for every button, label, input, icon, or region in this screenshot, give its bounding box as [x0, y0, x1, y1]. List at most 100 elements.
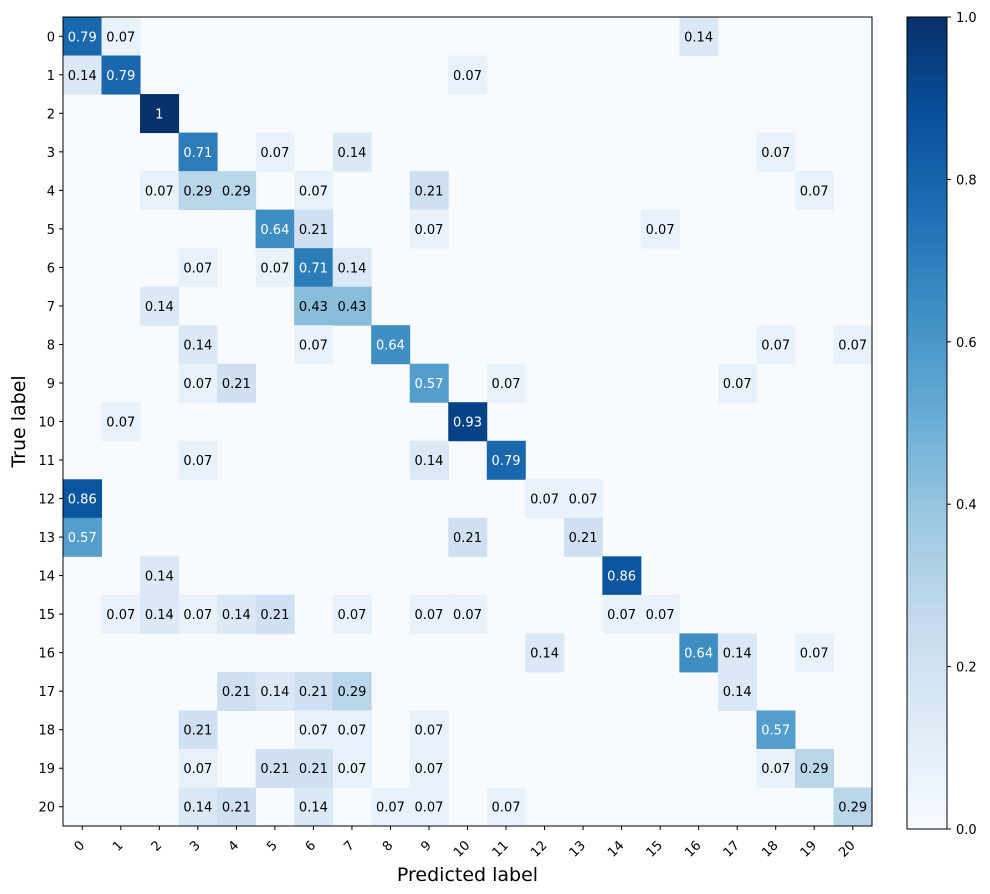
- cell-value-label: 0.07: [646, 608, 675, 623]
- cell-value-label: 0.21: [222, 801, 251, 816]
- cell-value-label: 0.07: [183, 377, 212, 392]
- cell-value-label: 0.57: [68, 531, 97, 546]
- heatmap-cell: [409, 440, 449, 480]
- heatmap-cell: [178, 594, 218, 634]
- heatmap-cell: [717, 671, 757, 711]
- y-tick-label: 9: [47, 377, 55, 392]
- x-tick-label: 11: [490, 838, 512, 860]
- heatmap-cell: [101, 55, 141, 95]
- heatmap-cell-labels: 0.79 0.07 0.14 0.14 0.79 0.07 1 0.71 0.07 0.14 0.0…: [68, 30, 867, 815]
- colorbar-tick-label: 0.6: [956, 336, 977, 351]
- heatmap-cell: [217, 787, 257, 827]
- cell-value-label: 0.21: [414, 184, 443, 199]
- cell-value-label: 0.21: [260, 762, 289, 777]
- heatmap-cell: [255, 132, 295, 172]
- heatmap-cell: [63, 17, 103, 57]
- cell-value-label: 0.29: [838, 801, 867, 816]
- heatmap-cell: [679, 17, 719, 57]
- cell-value-label: 0.07: [414, 223, 443, 238]
- cell-value-label: 0.14: [684, 30, 713, 45]
- x-tick-label: 13: [567, 838, 589, 860]
- heatmap-cell: [448, 594, 488, 634]
- heatmap-cell: [217, 671, 257, 711]
- cell-value-label: 0.14: [145, 570, 174, 585]
- x-tick-label: 19: [798, 838, 820, 860]
- x-tick-label: 3: [187, 838, 203, 854]
- cell-value-label: 0.43: [337, 300, 366, 315]
- cell-value-label: 0.07: [453, 608, 482, 623]
- cell-value-label: 0.07: [260, 146, 289, 161]
- cell-value-label: 0.07: [723, 377, 752, 392]
- cell-value-label: 0.64: [260, 223, 289, 238]
- heatmap-cell: [833, 325, 873, 365]
- x-tick-label: 1: [110, 838, 126, 854]
- x-tick-label: 5: [264, 838, 280, 854]
- cell-value-label: 0.21: [299, 223, 328, 238]
- heatmap-cell: [371, 787, 411, 827]
- heatmap-cell: [140, 594, 180, 634]
- heatmap-cell: [448, 517, 488, 557]
- heatmap-cell: [217, 171, 257, 211]
- colorbar-tick-label: 0.0: [956, 823, 977, 838]
- cell-value-label: 0.14: [222, 608, 251, 623]
- cell-value-label: 0.14: [723, 647, 752, 662]
- colorbar-tick-label: 1.0: [956, 11, 977, 26]
- y-axis-label: True label: [8, 375, 30, 468]
- cell-value-label: 0.07: [414, 724, 443, 739]
- cell-value-label: 0.79: [492, 454, 521, 469]
- heatmap-cell: [178, 325, 218, 365]
- cell-value-label: 0.29: [337, 685, 366, 700]
- y-tick-label: 2: [47, 107, 55, 122]
- cell-value-label: 0.64: [376, 338, 405, 353]
- cell-value-label: 0.07: [761, 146, 790, 161]
- y-tick-label: 0: [47, 30, 55, 45]
- cell-value-label: 0.07: [299, 184, 328, 199]
- heatmap-cell: [178, 363, 218, 403]
- cell-value-label: 0.14: [337, 261, 366, 276]
- cell-value-label: 0.07: [646, 223, 675, 238]
- y-tick-label: 16: [38, 647, 55, 662]
- x-tick-label: 20: [836, 838, 858, 860]
- heatmap-cell: [640, 594, 680, 634]
- cell-value-label: 0.07: [492, 377, 521, 392]
- cell-value-label: 0.07: [337, 724, 366, 739]
- cell-value-label: 0.21: [299, 685, 328, 700]
- heatmap-cell: [602, 556, 642, 596]
- heatmap-cell: [409, 748, 449, 788]
- heatmap-cell: [756, 325, 796, 365]
- heatmap-cell: [63, 55, 103, 95]
- heatmap-cell: [178, 132, 218, 172]
- y-tick-label: 14: [38, 570, 55, 585]
- y-tick-label: 8: [47, 338, 55, 353]
- x-tick-label: 12: [528, 838, 550, 860]
- colorbar-gradient: [906, 16, 948, 830]
- cell-value-label: 0.21: [260, 608, 289, 623]
- cell-value-label: 0.14: [260, 685, 289, 700]
- cell-value-label: 0.07: [106, 30, 135, 45]
- cell-value-label: 0.07: [376, 801, 405, 816]
- cell-value-label: 0.07: [492, 801, 521, 816]
- cell-value-label: 0.57: [414, 377, 443, 392]
- cell-value-label: 0.07: [260, 261, 289, 276]
- colorbar-tick-label: 0.8: [956, 173, 977, 188]
- x-axis-label: Predicted label: [397, 864, 538, 886]
- heatmap-cell: [294, 248, 334, 288]
- x-tick-label: 16: [682, 838, 704, 860]
- x-tick-label: 10: [451, 838, 473, 860]
- cell-value-label: 0.07: [106, 416, 135, 431]
- x-tick-label: 2: [149, 838, 165, 854]
- x-tick-label: 7: [341, 838, 357, 854]
- heatmap-cell: [294, 209, 334, 249]
- cell-value-label: 0.93: [453, 416, 482, 431]
- heatmap-cell: [294, 787, 334, 827]
- heatmap-cell: [255, 594, 295, 634]
- cell-value-label: 0.14: [337, 146, 366, 161]
- x-axis-ticks: 0 1 2 3 4 5 6 7 8 9 10 11 12 13 14 15 16 17 18 19 20: [72, 826, 859, 861]
- cell-value-label: 0.07: [800, 647, 829, 662]
- cell-value-label: 1: [155, 107, 163, 122]
- cell-value-label: 0.07: [337, 608, 366, 623]
- heatmap-cell: [679, 633, 719, 673]
- heatmap-cell: [140, 556, 180, 596]
- cell-value-label: 0.79: [106, 69, 135, 84]
